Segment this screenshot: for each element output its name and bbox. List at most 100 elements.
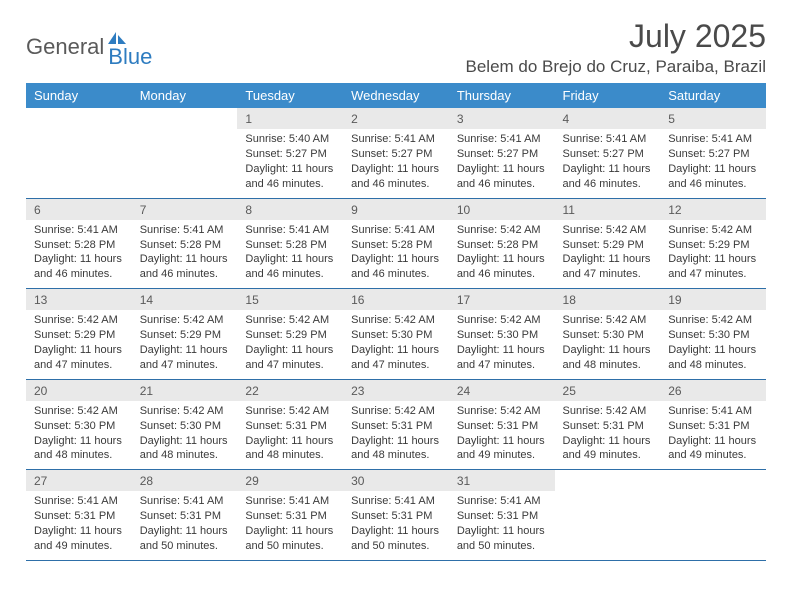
weekday-header: Sunday bbox=[26, 83, 132, 108]
day-number-cell: 31 bbox=[449, 470, 555, 492]
daylight-text-l2: and 48 minutes. bbox=[245, 448, 335, 463]
day-content-cell: Sunrise: 5:41 AMSunset: 5:28 PMDaylight:… bbox=[343, 220, 449, 289]
daylight-text-l1: Daylight: 11 hours bbox=[140, 343, 230, 358]
day-content-cell: Sunrise: 5:42 AMSunset: 5:29 PMDaylight:… bbox=[26, 310, 132, 379]
weekday-header: Friday bbox=[555, 83, 661, 108]
daylight-text-l1: Daylight: 11 hours bbox=[140, 524, 230, 539]
content-row: Sunrise: 5:40 AMSunset: 5:27 PMDaylight:… bbox=[26, 129, 766, 198]
day-number-cell: 5 bbox=[660, 108, 766, 129]
daylight-text-l2: and 49 minutes. bbox=[563, 448, 653, 463]
daylight-text-l1: Daylight: 11 hours bbox=[668, 252, 758, 267]
sunset-text: Sunset: 5:30 PM bbox=[140, 419, 230, 434]
daylight-text-l1: Daylight: 11 hours bbox=[457, 343, 547, 358]
daylight-text-l1: Daylight: 11 hours bbox=[563, 162, 653, 177]
day-content-cell bbox=[26, 129, 132, 198]
sunset-text: Sunset: 5:29 PM bbox=[245, 328, 335, 343]
day-number-cell: 2 bbox=[343, 108, 449, 129]
daylight-text-l1: Daylight: 11 hours bbox=[34, 343, 124, 358]
logo: General Blue bbox=[26, 24, 152, 70]
day-number-cell bbox=[555, 470, 661, 492]
sunset-text: Sunset: 5:28 PM bbox=[34, 238, 124, 253]
content-row: Sunrise: 5:41 AMSunset: 5:28 PMDaylight:… bbox=[26, 220, 766, 289]
daylight-text-l1: Daylight: 11 hours bbox=[457, 524, 547, 539]
sunset-text: Sunset: 5:31 PM bbox=[34, 509, 124, 524]
day-number-cell: 7 bbox=[132, 198, 238, 220]
day-number-cell: 20 bbox=[26, 379, 132, 401]
day-number-cell: 12 bbox=[660, 198, 766, 220]
daylight-text-l2: and 47 minutes. bbox=[351, 358, 441, 373]
daylight-text-l1: Daylight: 11 hours bbox=[351, 252, 441, 267]
sunrise-text: Sunrise: 5:42 AM bbox=[245, 404, 335, 419]
day-number-cell: 25 bbox=[555, 379, 661, 401]
day-content-cell: Sunrise: 5:41 AMSunset: 5:31 PMDaylight:… bbox=[343, 491, 449, 560]
sunrise-text: Sunrise: 5:41 AM bbox=[457, 494, 547, 509]
sunset-text: Sunset: 5:28 PM bbox=[351, 238, 441, 253]
daylight-text-l1: Daylight: 11 hours bbox=[245, 252, 335, 267]
day-content-cell: Sunrise: 5:41 AMSunset: 5:31 PMDaylight:… bbox=[26, 491, 132, 560]
daylight-text-l2: and 47 minutes. bbox=[563, 267, 653, 282]
sunset-text: Sunset: 5:31 PM bbox=[245, 509, 335, 524]
sunset-text: Sunset: 5:27 PM bbox=[563, 147, 653, 162]
day-content-cell: Sunrise: 5:42 AMSunset: 5:31 PMDaylight:… bbox=[555, 401, 661, 470]
day-content-cell: Sunrise: 5:41 AMSunset: 5:31 PMDaylight:… bbox=[449, 491, 555, 560]
day-number-cell: 18 bbox=[555, 289, 661, 311]
day-number-cell: 9 bbox=[343, 198, 449, 220]
daylight-text-l1: Daylight: 11 hours bbox=[245, 524, 335, 539]
sunrise-text: Sunrise: 5:41 AM bbox=[245, 494, 335, 509]
day-content-cell bbox=[660, 491, 766, 560]
daylight-text-l1: Daylight: 11 hours bbox=[34, 252, 124, 267]
daylight-text-l2: and 46 minutes. bbox=[351, 177, 441, 192]
day-content-cell: Sunrise: 5:42 AMSunset: 5:30 PMDaylight:… bbox=[660, 310, 766, 379]
sunrise-text: Sunrise: 5:41 AM bbox=[351, 132, 441, 147]
daylight-text-l2: and 49 minutes. bbox=[668, 448, 758, 463]
daylight-text-l2: and 47 minutes. bbox=[457, 358, 547, 373]
sunrise-text: Sunrise: 5:41 AM bbox=[140, 494, 230, 509]
weekday-header: Saturday bbox=[660, 83, 766, 108]
sunrise-text: Sunrise: 5:41 AM bbox=[245, 223, 335, 238]
day-number-cell: 11 bbox=[555, 198, 661, 220]
sunrise-text: Sunrise: 5:42 AM bbox=[668, 223, 758, 238]
daylight-text-l2: and 46 minutes. bbox=[457, 267, 547, 282]
daylight-text-l2: and 46 minutes. bbox=[668, 177, 758, 192]
sunset-text: Sunset: 5:30 PM bbox=[563, 328, 653, 343]
daylight-text-l2: and 47 minutes. bbox=[34, 358, 124, 373]
sunset-text: Sunset: 5:30 PM bbox=[457, 328, 547, 343]
calendar-page: General Blue July 2025 Belem do Brejo do… bbox=[0, 0, 792, 561]
day-content-cell: Sunrise: 5:41 AMSunset: 5:31 PMDaylight:… bbox=[132, 491, 238, 560]
daylight-text-l1: Daylight: 11 hours bbox=[457, 252, 547, 267]
day-content-cell: Sunrise: 5:42 AMSunset: 5:31 PMDaylight:… bbox=[449, 401, 555, 470]
header: General Blue July 2025 Belem do Brejo do… bbox=[26, 18, 766, 77]
sunrise-text: Sunrise: 5:42 AM bbox=[668, 313, 758, 328]
daylight-text-l1: Daylight: 11 hours bbox=[140, 434, 230, 449]
day-content-cell: Sunrise: 5:42 AMSunset: 5:29 PMDaylight:… bbox=[132, 310, 238, 379]
day-content-cell: Sunrise: 5:42 AMSunset: 5:30 PMDaylight:… bbox=[555, 310, 661, 379]
day-content-cell: Sunrise: 5:41 AMSunset: 5:31 PMDaylight:… bbox=[237, 491, 343, 560]
daylight-text-l2: and 49 minutes. bbox=[34, 539, 124, 554]
daylight-text-l2: and 46 minutes. bbox=[245, 267, 335, 282]
daylight-text-l2: and 46 minutes. bbox=[457, 177, 547, 192]
day-number-cell: 26 bbox=[660, 379, 766, 401]
day-content-cell: Sunrise: 5:42 AMSunset: 5:31 PMDaylight:… bbox=[343, 401, 449, 470]
sunset-text: Sunset: 5:30 PM bbox=[351, 328, 441, 343]
content-row: Sunrise: 5:42 AMSunset: 5:30 PMDaylight:… bbox=[26, 401, 766, 470]
sunset-text: Sunset: 5:28 PM bbox=[140, 238, 230, 253]
sunrise-text: Sunrise: 5:41 AM bbox=[668, 404, 758, 419]
daylight-text-l1: Daylight: 11 hours bbox=[563, 343, 653, 358]
day-number-cell: 1 bbox=[237, 108, 343, 129]
daylight-text-l2: and 47 minutes. bbox=[245, 358, 335, 373]
daynum-row: 20212223242526 bbox=[26, 379, 766, 401]
day-number-cell bbox=[132, 108, 238, 129]
sunrise-text: Sunrise: 5:42 AM bbox=[457, 404, 547, 419]
sunrise-text: Sunrise: 5:41 AM bbox=[351, 223, 441, 238]
sunset-text: Sunset: 5:31 PM bbox=[351, 419, 441, 434]
sunrise-text: Sunrise: 5:42 AM bbox=[351, 313, 441, 328]
daynum-row: 13141516171819 bbox=[26, 289, 766, 311]
day-content-cell: Sunrise: 5:41 AMSunset: 5:31 PMDaylight:… bbox=[660, 401, 766, 470]
content-row: Sunrise: 5:41 AMSunset: 5:31 PMDaylight:… bbox=[26, 491, 766, 560]
day-number-cell: 19 bbox=[660, 289, 766, 311]
daylight-text-l1: Daylight: 11 hours bbox=[668, 434, 758, 449]
title-month: July 2025 bbox=[466, 18, 766, 55]
day-content-cell: Sunrise: 5:42 AMSunset: 5:28 PMDaylight:… bbox=[449, 220, 555, 289]
daylight-text-l1: Daylight: 11 hours bbox=[34, 434, 124, 449]
weekday-header: Tuesday bbox=[237, 83, 343, 108]
